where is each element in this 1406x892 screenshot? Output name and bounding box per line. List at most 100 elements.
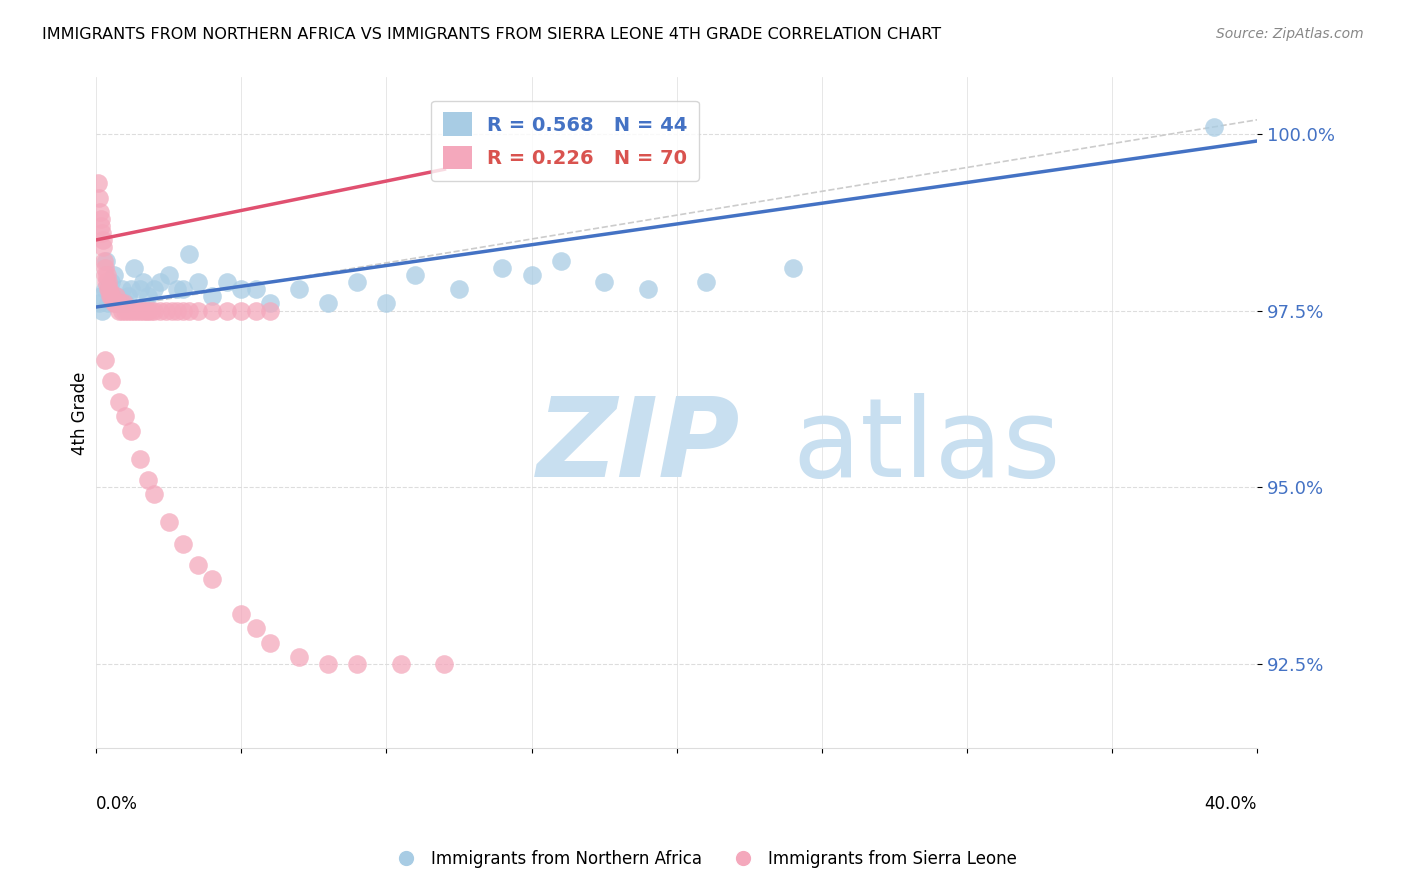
Point — [128, 303, 150, 318]
Point — [346, 657, 368, 671]
Point — [94, 261, 117, 276]
Point — [389, 657, 412, 671]
Point — [172, 303, 194, 318]
Point — [91, 233, 114, 247]
Point — [120, 424, 142, 438]
Point — [259, 635, 281, 649]
Point — [90, 211, 112, 226]
Text: Source: ZipAtlas.com: Source: ZipAtlas.com — [1216, 27, 1364, 41]
Point — [122, 303, 145, 318]
Point — [98, 282, 121, 296]
Point — [172, 536, 194, 550]
Point — [215, 303, 238, 318]
Point — [143, 282, 166, 296]
Point — [101, 289, 124, 303]
Point — [143, 303, 166, 318]
Point — [201, 303, 224, 318]
Point — [177, 303, 200, 318]
Point — [91, 303, 114, 318]
Point — [782, 261, 804, 276]
Point — [111, 282, 134, 296]
Point — [134, 303, 156, 318]
Point — [131, 303, 153, 318]
Point — [96, 275, 118, 289]
Point — [166, 282, 188, 296]
Point — [187, 303, 209, 318]
Point — [231, 282, 253, 296]
Point — [98, 289, 121, 303]
Point — [107, 296, 129, 310]
Point — [100, 289, 122, 303]
Point — [160, 303, 183, 318]
Point — [259, 296, 281, 310]
Point — [110, 296, 132, 310]
Point — [114, 296, 136, 310]
Point — [114, 409, 136, 424]
Text: 40.0%: 40.0% — [1205, 796, 1257, 814]
Point — [141, 303, 163, 318]
Point — [94, 268, 117, 283]
Point — [318, 657, 340, 671]
Point — [138, 473, 160, 487]
Point — [166, 303, 188, 318]
Point — [143, 487, 166, 501]
Point — [104, 296, 127, 310]
Point — [105, 289, 128, 303]
Point — [128, 282, 150, 296]
Point — [433, 657, 456, 671]
Point — [138, 303, 160, 318]
Point — [89, 204, 111, 219]
Point — [90, 219, 112, 233]
Point — [288, 649, 311, 664]
Point — [90, 289, 112, 303]
Point — [122, 261, 145, 276]
Point — [96, 254, 118, 268]
Point — [149, 303, 172, 318]
Point — [128, 451, 150, 466]
Point — [187, 558, 209, 572]
Point — [108, 296, 131, 310]
Point — [111, 303, 134, 318]
Point — [105, 289, 128, 303]
Text: 0.0%: 0.0% — [96, 796, 138, 814]
Point — [91, 226, 114, 240]
Point — [520, 268, 543, 283]
Point — [447, 282, 470, 296]
Point — [112, 296, 135, 310]
Point — [93, 254, 115, 268]
Point — [288, 282, 311, 296]
Point — [245, 282, 267, 296]
Point — [157, 268, 180, 283]
Point — [231, 607, 253, 622]
Legend: R = 0.568   N = 44, R = 0.226   N = 70: R = 0.568 N = 44, R = 0.226 N = 70 — [432, 101, 699, 181]
Point — [93, 240, 115, 254]
Text: atlas: atlas — [793, 393, 1062, 500]
Point — [138, 289, 160, 303]
Point — [375, 296, 398, 310]
Point — [187, 275, 209, 289]
Legend: Immigrants from Northern Africa, Immigrants from Sierra Leone: Immigrants from Northern Africa, Immigra… — [382, 844, 1024, 875]
Point — [94, 353, 117, 368]
Point — [125, 303, 148, 318]
Point — [94, 282, 117, 296]
Point — [87, 296, 110, 310]
Point — [100, 374, 122, 388]
Point — [491, 261, 513, 276]
Point — [593, 275, 616, 289]
Point — [201, 572, 224, 586]
Point — [87, 190, 110, 204]
Point — [120, 282, 142, 296]
Point — [103, 268, 125, 283]
Point — [117, 289, 139, 303]
Point — [149, 275, 172, 289]
Point — [157, 516, 180, 530]
Point — [404, 268, 426, 283]
Point — [96, 268, 118, 283]
Point — [245, 621, 267, 635]
Text: IMMIGRANTS FROM NORTHERN AFRICA VS IMMIGRANTS FROM SIERRA LEONE 4TH GRADE CORREL: IMMIGRANTS FROM NORTHERN AFRICA VS IMMIG… — [42, 27, 941, 42]
Point — [97, 275, 120, 289]
Point — [114, 303, 136, 318]
Point — [97, 282, 120, 296]
Point — [155, 303, 177, 318]
Point — [245, 303, 267, 318]
